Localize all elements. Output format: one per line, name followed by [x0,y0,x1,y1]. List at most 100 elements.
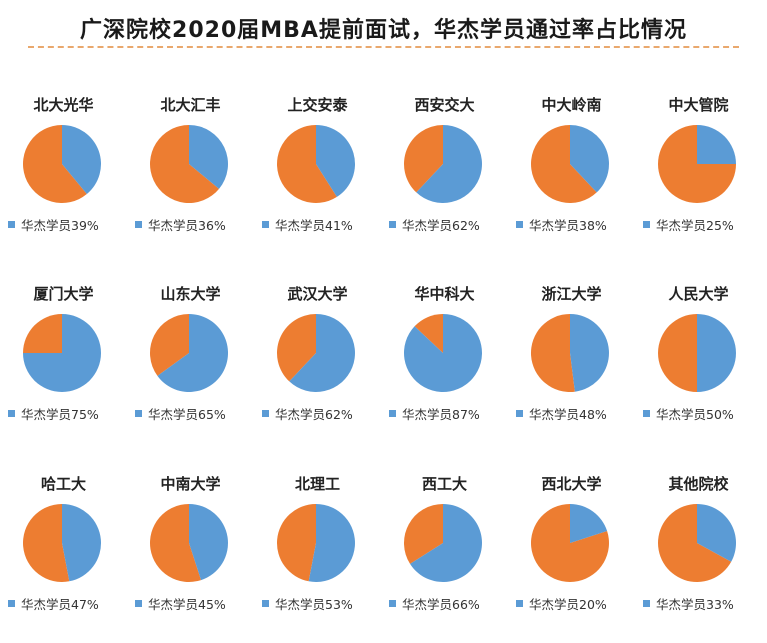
pie-chart [277,125,356,203]
pie-chart-cell: 北大光华华杰学员39% [0,94,127,264]
pie-chart [23,314,101,392]
legend-swatch [389,600,396,607]
legend-swatch [516,600,523,607]
pie-chart-cell: 西工大 华杰学员66% [381,473,508,643]
legend-swatch [135,410,142,417]
pie-slice-huajie [62,125,102,195]
pie-slice-others [150,125,220,203]
pie-chart-cell: 西北大学华杰学员20% [508,473,635,643]
pie-slice-huajie [697,125,736,164]
chart-title: 人民大学 [668,285,729,303]
chart-title: 其他院校 [668,475,729,493]
pie-chart-cell: 中南大学华杰学员45% [127,473,254,643]
pie-slice-huajie [410,504,482,582]
pie-chart [530,504,609,582]
pie-slice-others [150,314,189,376]
legend-entry: 华杰学员48% [516,404,638,423]
legend-label: 华杰学员33% [656,597,734,612]
legend-entry: 华杰学员62% [389,215,511,234]
pie-chart [150,125,229,203]
pie-slice-huajie [697,504,737,562]
pie-chart [530,314,609,392]
pie-chart [403,125,482,203]
pie-chart-cell: 其他院校华杰学员33% [635,473,762,643]
legend-label: 华杰学员87% [402,407,480,422]
legend-entry: 华杰学员20% [516,594,638,613]
pie-chart [658,504,737,582]
legend-entry: 华杰学员87% [389,404,511,423]
legend-swatch [135,600,142,607]
legend-swatch [135,221,142,228]
legend-label: 华杰学员41% [275,218,353,233]
pie-chart-cell: 哈工大华杰学员47% [0,473,127,643]
legend-label: 华杰学员39% [21,218,99,233]
chart-title: 哈工大 [40,475,86,493]
legend-label: 华杰学员45% [148,597,226,612]
legend-label: 华杰学员65% [148,407,226,422]
pie-slice-huajie [289,314,355,392]
pie-slice-huajie [157,314,229,392]
legend-entry: 华杰学员47% [8,594,130,613]
pie-slice-huajie [308,504,355,582]
pie-slice-others [403,125,443,193]
legend-swatch [516,410,523,417]
pie-chart-cell: 西安交大华杰学员62% [381,94,508,264]
pie-chart [23,125,102,203]
chart-title: 北大光华 [33,96,94,114]
pie-chart-cell: 华中科大 华杰学员87% [381,283,508,453]
pie-slice-others [658,504,732,582]
legend-entry: 华杰学员41% [262,215,384,234]
pie-slice-others [23,314,62,353]
legend-entry: 华杰学员38% [516,215,638,234]
legend-label: 华杰学员25% [656,218,734,233]
pie-slice-huajie [570,504,608,543]
pie-chart-cell: 上交安泰 华杰学员41% [254,94,381,264]
legend-entry: 华杰学员75% [8,404,130,423]
pie-chart [658,125,736,203]
pie-slice-huajie [316,125,356,197]
chart-title: 浙江大学 [541,285,602,303]
legend-label: 华杰学员36% [148,218,226,233]
pie-chart-cell: 人民大学 华杰学员50% [635,283,762,453]
chart-title: 西北大学 [541,475,602,493]
chart-title: 中南大学 [160,475,221,493]
pie-chart [403,504,482,582]
legend-swatch [643,600,650,607]
chart-title: 西安交大 [414,96,475,114]
legend-label: 华杰学员20% [529,597,607,612]
chart-title: 山东大学 [160,285,221,303]
pie-chart-cell: 浙江大学华杰学员48% [508,283,635,453]
legend-swatch [8,221,15,228]
legend-swatch [262,221,269,228]
legend-entry: 华杰学员53% [262,594,384,613]
legend-entry: 华杰学员25% [643,215,765,234]
pie-chart [276,504,355,582]
legend-entry: 华杰学员65% [135,404,257,423]
pie-chart [658,314,736,392]
legend-entry: 华杰学员39% [8,215,130,234]
pie-slice-others [149,504,202,582]
pie-chart-cell: 山东大学华杰学员65% [127,283,254,453]
pie-chart [531,125,610,203]
pie-slice-huajie [697,314,736,392]
legend-swatch [262,410,269,417]
pie-slice-huajie [570,125,610,193]
legend-label: 华杰学员62% [402,218,480,233]
chart-title: 厦门大学 [33,285,94,303]
pie-chart-cell: 厦门大学华杰学员75% [0,283,127,453]
legend-entry: 华杰学员36% [135,215,257,234]
legend-entry: 华杰学员62% [262,404,384,423]
legend-swatch [643,221,650,228]
pie-slice-huajie [189,125,229,189]
pie-chart [150,314,229,392]
chart-title: 北理工 [294,475,340,493]
pie-slice-others [276,504,316,582]
pie-slice-huajie [62,504,102,582]
chart-title: 武汉大学 [287,285,348,303]
pie-slice-others [276,314,316,382]
pie-slice-others [530,314,575,392]
legend-swatch [389,221,396,228]
pie-slice-others [403,504,443,564]
pie-chart [23,504,102,582]
pie-chart-cell: 中大岭南 华杰学员38% [508,94,635,264]
